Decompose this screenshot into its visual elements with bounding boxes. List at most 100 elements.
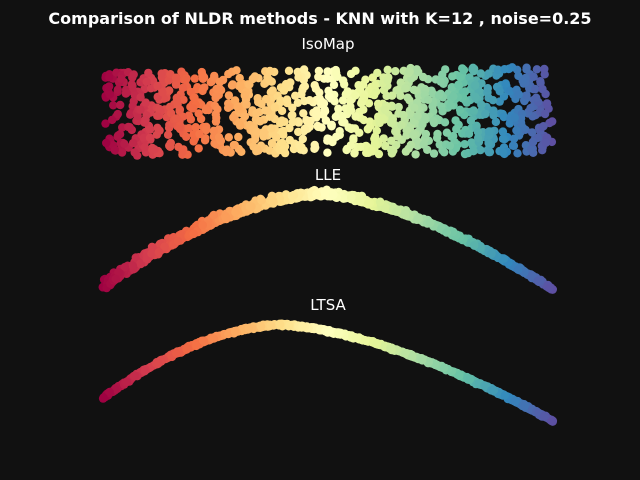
isomap-point	[144, 68, 153, 78]
isomap-point	[370, 139, 380, 148]
isomap-point	[118, 123, 127, 132]
isomap-point	[252, 109, 261, 118]
isomap-point	[165, 86, 174, 95]
isomap-point	[471, 92, 480, 102]
lle-point	[221, 214, 231, 223]
isomap-point	[109, 101, 118, 110]
isomap-point	[113, 131, 123, 140]
isomap-point	[469, 147, 478, 156]
lle-point	[189, 229, 198, 239]
isomap-point	[469, 106, 478, 115]
isomap-point	[356, 142, 366, 152]
ltsa-point	[266, 321, 275, 330]
isomap-point	[466, 116, 476, 125]
isomap-point	[288, 117, 298, 127]
isomap-point	[198, 71, 207, 80]
lle-point	[154, 247, 164, 257]
isomap-point	[128, 138, 138, 148]
isomap-point	[527, 128, 537, 137]
isomap-point	[423, 145, 432, 154]
ltsa-point	[334, 328, 343, 337]
isomap-point	[267, 139, 277, 148]
isomap-point	[498, 148, 508, 157]
isomap-point	[446, 101, 456, 110]
isomap-point	[539, 122, 548, 131]
isomap-point	[434, 91, 444, 100]
ltsa-point	[140, 367, 149, 376]
isomap-point	[423, 95, 433, 105]
ltsa-point	[130, 371, 140, 381]
isomap-point	[299, 65, 309, 74]
isomap-point	[172, 114, 181, 123]
isomap-point	[198, 86, 207, 96]
ltsa-point	[455, 371, 464, 380]
isomap-point	[327, 120, 336, 129]
isomap-point	[350, 149, 359, 158]
ltsa-point	[154, 359, 163, 368]
lle-point	[513, 265, 523, 274]
isomap-point	[396, 78, 405, 87]
isomap-point	[436, 77, 445, 86]
ltsa-point	[510, 397, 519, 406]
ltsa-point	[324, 327, 334, 336]
lle-point	[136, 259, 145, 268]
isomap-point	[448, 72, 457, 81]
isomap-point	[178, 83, 187, 93]
isomap-point	[105, 82, 114, 91]
isomap-point	[276, 96, 285, 105]
isomap-scatter	[101, 63, 557, 160]
lle-point	[131, 253, 141, 262]
isomap-point	[171, 73, 181, 82]
isomap-point	[401, 84, 410, 93]
isomap-point	[409, 85, 419, 95]
lle-point	[147, 249, 156, 258]
isomap-point	[405, 67, 414, 76]
isomap-point	[469, 66, 478, 76]
isomap-point	[136, 93, 145, 102]
isomap-point	[383, 75, 392, 85]
lle-point	[268, 196, 278, 206]
isomap-point	[181, 76, 190, 85]
isomap-point	[323, 148, 332, 157]
isomap-point	[456, 73, 465, 82]
isomap-point	[351, 112, 360, 121]
isomap-point	[125, 123, 134, 132]
lle-subplot-title: LLE	[315, 166, 341, 184]
isomap-point	[139, 133, 148, 142]
isomap-point	[300, 125, 310, 134]
lle-point	[401, 210, 410, 220]
isomap-point	[359, 115, 368, 125]
isomap-point	[467, 138, 476, 147]
isomap-point	[314, 72, 323, 82]
isomap-point	[128, 81, 137, 91]
ltsa-point	[256, 321, 265, 331]
isomap-point	[389, 146, 398, 155]
isomap-point	[141, 115, 150, 125]
isomap-point	[150, 145, 159, 154]
isomap-point	[387, 91, 397, 100]
isomap-point	[190, 93, 199, 102]
isomap-point	[432, 133, 442, 143]
isomap-point	[406, 140, 416, 150]
isomap-point	[141, 98, 150, 107]
isomap-point	[155, 104, 164, 114]
isomap-point	[179, 95, 188, 105]
isomap-point	[126, 110, 135, 119]
isomap-point	[279, 86, 289, 95]
isomap-point	[194, 109, 203, 118]
isomap-point	[213, 105, 222, 114]
isomap-point	[270, 103, 279, 112]
lle-point	[414, 214, 423, 223]
isomap-point	[499, 112, 508, 122]
isomap-point	[101, 119, 110, 128]
lle-point	[247, 202, 256, 211]
isomap-point	[429, 116, 438, 126]
isomap-point	[293, 98, 302, 108]
lle-point	[289, 190, 299, 200]
isomap-point	[527, 144, 536, 154]
isomap-point	[229, 140, 239, 150]
isomap-point	[191, 123, 200, 132]
isomap-point	[317, 97, 327, 107]
isomap-point	[464, 129, 474, 138]
isomap-point	[476, 145, 485, 155]
